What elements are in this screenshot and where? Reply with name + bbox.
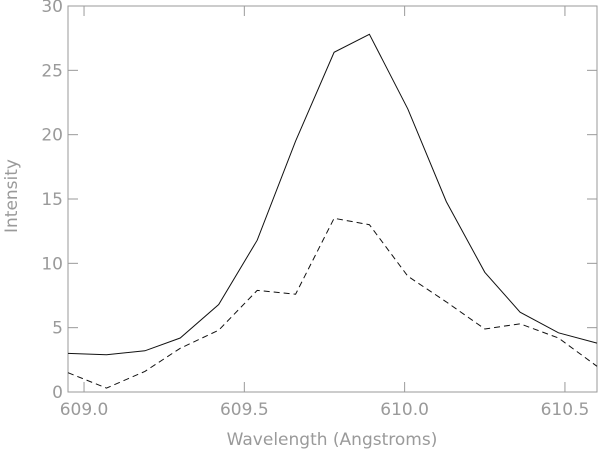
series-line-solid <box>67 33 598 356</box>
x-axis-ticks: 609.0 609.5 610.0 610.5 <box>60 6 590 420</box>
y-tick-label: 25 <box>41 61 63 81</box>
series-line-dashed <box>67 217 598 389</box>
y-tick-label: 30 <box>41 0 63 17</box>
y-tick-label: 10 <box>41 254 63 274</box>
y-axis-title: Intensity <box>2 159 22 233</box>
y-axis-ticks: 0 5 10 15 20 25 30 <box>41 0 597 403</box>
y-tick-label: 15 <box>41 190 63 210</box>
plot-frame <box>67 5 598 393</box>
y-tick-label: 20 <box>41 126 63 146</box>
y-tick-label: 5 <box>52 319 63 339</box>
plot-frame <box>67 5 598 393</box>
x-tick-label: 610.0 <box>380 400 429 420</box>
x-axis-title: Wavelength (Angstroms) <box>227 430 438 450</box>
x-tick-label: 609.0 <box>60 400 109 420</box>
x-tick-label: 610.5 <box>541 400 590 420</box>
series-group <box>67 33 598 389</box>
y-tick-label: 0 <box>52 383 63 403</box>
x-tick-label: 609.5 <box>220 400 269 420</box>
